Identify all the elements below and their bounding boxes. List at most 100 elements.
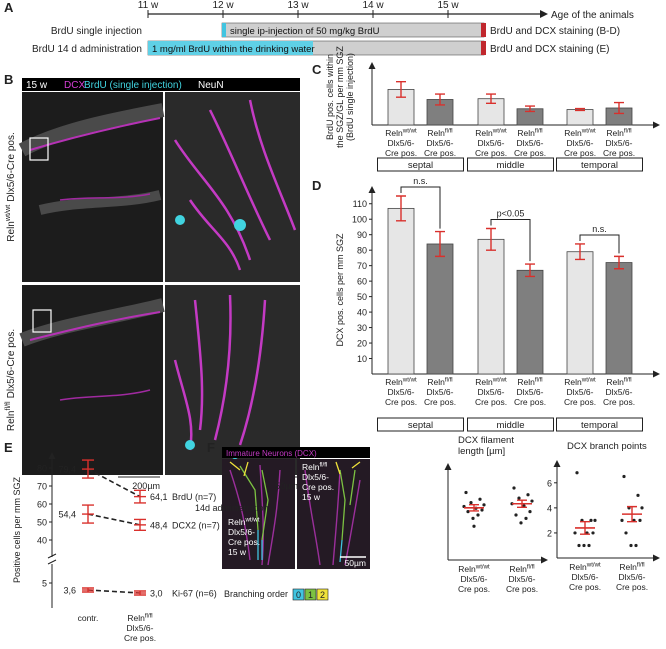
timeline-arrow: [540, 10, 548, 18]
value-label: 3,0: [150, 589, 163, 599]
label-superscript: fl/fl: [535, 128, 543, 135]
genotype-label: Cre pos.: [603, 148, 635, 158]
data-point: [636, 493, 640, 497]
data-point: [587, 543, 591, 548]
scale-bar-label: 200µm: [132, 481, 160, 491]
genotype-label: Dlx5/6-: [388, 138, 415, 148]
genotype-label: Relnfl/fl: [606, 128, 631, 138]
genotype-label: Dlx5/6-: [228, 527, 255, 537]
label-text: Reln: [509, 564, 527, 574]
y-tick-label: 6: [547, 478, 552, 488]
genotype-label: Dlx5/6-: [427, 138, 454, 148]
axis-arrow: [368, 62, 376, 69]
panel-label: D: [312, 178, 321, 193]
genotype-label: Relnfl/fl: [302, 462, 327, 472]
label-text: Dlx5/6-: [228, 527, 255, 537]
category-box: [556, 157, 643, 172]
micrograph: [19, 285, 165, 475]
label-text: Cre pos.: [385, 397, 417, 407]
label-text: Reln: [127, 613, 145, 623]
label-text: Cre pos.: [475, 148, 507, 158]
genotype-label: Relnwt/wt Dlx5/6-Cre pos.: [3, 132, 17, 241]
genotype-label: Cre pos.: [424, 397, 456, 407]
micrograph: [165, 92, 300, 282]
chart-title: length [µm]: [458, 446, 505, 457]
label-text: Dlx5/6-: [478, 387, 505, 397]
legend-label: 2: [320, 590, 325, 600]
zoom-box: [32, 309, 52, 333]
error-bar: [627, 505, 637, 523]
image-header: [222, 447, 370, 458]
data-point: [471, 516, 475, 520]
genotype-label: Cre pos.: [514, 148, 546, 158]
label-text: Reln: [6, 221, 17, 242]
axis-break: [47, 553, 57, 565]
value-label: 64,1: [150, 492, 168, 502]
data-point: [620, 518, 624, 523]
category-box: [467, 417, 554, 432]
genotype-label: Dlx5/6-: [478, 138, 505, 148]
label-superscript: wt/wt: [492, 377, 507, 384]
data-point: [512, 486, 516, 490]
label-text: Cre pos.: [514, 148, 546, 158]
legend-title: Branching order: [224, 589, 288, 599]
data-point: [526, 493, 530, 497]
genotype-label: Relnwt/wt: [385, 128, 417, 138]
data-point: [577, 543, 581, 548]
label-text: Cre pos.: [564, 148, 596, 158]
label-text: Dlx5/6-: [606, 387, 633, 397]
treatment-text: single ip-injection of 50 mg/kg BrdU: [230, 26, 380, 37]
error-bar: [525, 105, 535, 113]
genotype-label: Dlx5/6-: [517, 138, 544, 148]
panel-label: A: [4, 0, 14, 15]
label-text: Reln: [427, 377, 445, 387]
label-text: Cre pos.: [603, 148, 635, 158]
axis-arrow: [653, 554, 660, 562]
label-text: Cre pos.: [564, 397, 596, 407]
row-label: BrdU 14 d administration: [32, 44, 142, 55]
readout-text: BrdU and DCX staining (B-D): [490, 26, 620, 37]
panel-label: B: [4, 72, 13, 87]
micrograph: [165, 285, 300, 475]
label-superscript: wt/wt: [581, 377, 596, 384]
label-superscript: wt/wt: [402, 128, 417, 135]
label-text: Dlx5/6-: [478, 138, 505, 148]
label-text: Cre pos.: [514, 397, 546, 407]
genotype-label: Relnwt/wt: [564, 377, 596, 387]
label-text: Reln: [619, 562, 637, 572]
dcx-neurites: [229, 464, 361, 566]
axis-arrow: [553, 460, 561, 467]
error-bar: [486, 227, 496, 251]
y-axis-label: BrdU pos. cells within: [325, 54, 335, 140]
significance-bracket: [400, 186, 441, 229]
y-tick-label: 30: [357, 323, 367, 333]
label-text: Dlx5/6-: [509, 574, 536, 584]
dcx-signal: [29, 311, 161, 341]
genotype-label: 15 w: [302, 492, 321, 502]
label-text: Dlx5/6-: [388, 387, 415, 397]
label-text: contr.: [78, 613, 99, 623]
data-point: [638, 518, 642, 523]
genotype-label: Dlx5/6-: [567, 138, 594, 148]
data-point: [517, 496, 521, 500]
genotype-label: Dlx5/6-: [427, 387, 454, 397]
y-tick-label: 70: [37, 482, 47, 492]
y-axis-label: DCX pos. cells per mm SGZ: [335, 233, 345, 347]
label-text: 15 w: [228, 547, 247, 557]
genotype-label: contr.: [78, 613, 99, 623]
genotype-label: Relnwt/wt: [475, 377, 507, 387]
genotype-label: Relnfl/fl Dlx5/6-Cre pos.: [3, 329, 17, 431]
data-point: [634, 543, 638, 548]
y-tick-label: 40: [357, 308, 367, 318]
genotype-label: Cre pos.: [458, 584, 490, 594]
label-superscript: wt/wt: [581, 128, 596, 135]
label-superscript: fl/fl: [3, 401, 12, 411]
timeline-tick-label: 12 w: [212, 0, 234, 11]
genotype-label: Dlx5/6-: [127, 623, 154, 633]
genotype-label: Dlx5/6-: [509, 574, 536, 584]
bar: [566, 109, 594, 126]
genotype-label: Relnfl/fl: [427, 377, 452, 387]
label-text: Reln: [427, 128, 445, 138]
genotype-label: Cre pos.: [475, 397, 507, 407]
